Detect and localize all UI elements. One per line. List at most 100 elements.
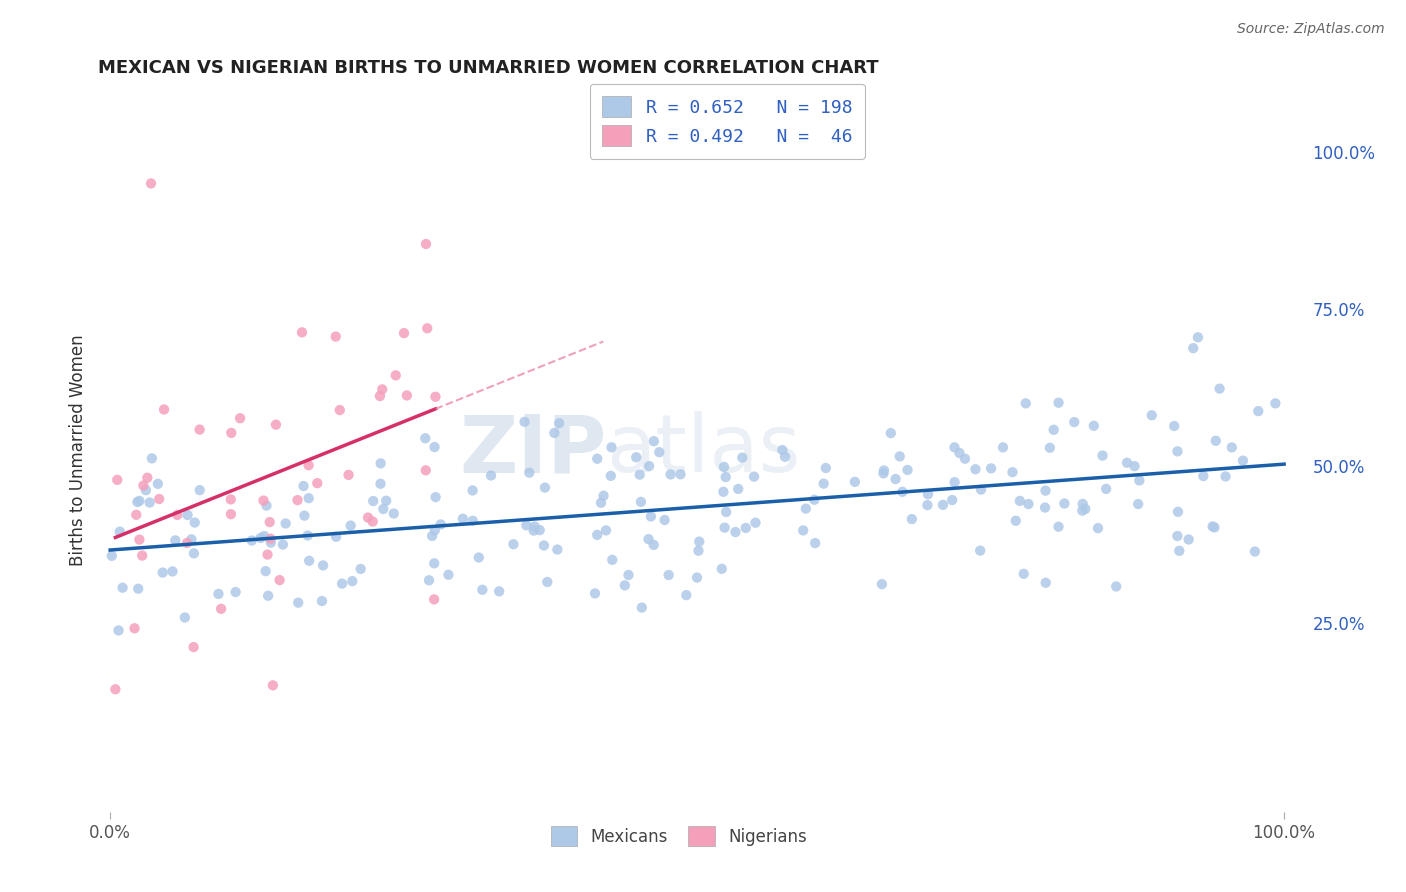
Point: [901, 512, 924, 526]
Point: [586, 451, 609, 466]
Point: [965, 462, 987, 476]
Point: [152, 566, 174, 580]
Point: [688, 543, 710, 558]
Point: [437, 567, 460, 582]
Point: [368, 389, 391, 403]
Point: [813, 476, 835, 491]
Point: [325, 329, 347, 343]
Point: [873, 463, 896, 477]
Point: [1168, 543, 1191, 558]
Point: [1123, 459, 1146, 474]
Point: [613, 578, 636, 592]
Point: [803, 492, 825, 507]
Point: [1215, 469, 1237, 483]
Point: [1140, 409, 1163, 423]
Point: [392, 326, 415, 340]
Point: [515, 518, 537, 533]
Point: [297, 458, 319, 473]
Point: [643, 538, 665, 552]
Point: [146, 476, 169, 491]
Point: [630, 600, 652, 615]
Point: [889, 450, 911, 464]
Point: [254, 564, 277, 578]
Point: [342, 574, 364, 589]
Point: [229, 411, 252, 425]
Point: [534, 481, 557, 495]
Point: [713, 459, 735, 474]
Point: [592, 489, 614, 503]
Point: [415, 463, 437, 477]
Point: [1071, 503, 1094, 517]
Point: [260, 535, 283, 549]
Point: [713, 484, 735, 499]
Y-axis label: Births to Unmarried Women: Births to Unmarried Women: [69, 334, 87, 566]
Point: [132, 478, 155, 492]
Point: [423, 524, 446, 538]
Point: [162, 565, 184, 579]
Point: [429, 517, 451, 532]
Point: [628, 467, 651, 482]
Point: [770, 443, 793, 458]
Point: [287, 596, 309, 610]
Point: [330, 576, 353, 591]
Point: [125, 508, 148, 522]
Point: [1220, 441, 1243, 455]
Point: [600, 553, 623, 567]
Point: [173, 610, 195, 624]
Point: [240, 533, 263, 548]
Point: [523, 519, 546, 533]
Point: [714, 470, 737, 484]
Point: [256, 548, 278, 562]
Point: [714, 505, 737, 519]
Point: [917, 487, 939, 501]
Point: [253, 529, 276, 543]
Point: [416, 321, 439, 335]
Point: [312, 558, 335, 573]
Point: [1095, 482, 1118, 496]
Point: [710, 562, 733, 576]
Point: [1126, 497, 1149, 511]
Point: [804, 536, 827, 550]
Point: [1017, 497, 1039, 511]
Point: [533, 538, 555, 552]
Point: [188, 423, 211, 437]
Point: [370, 456, 392, 470]
Point: [269, 573, 291, 587]
Point: [1039, 441, 1062, 455]
Point: [617, 568, 640, 582]
Point: [659, 467, 682, 482]
Point: [724, 524, 747, 539]
Point: [488, 584, 510, 599]
Point: [675, 588, 697, 602]
Point: [471, 582, 494, 597]
Point: [418, 574, 440, 588]
Point: [262, 678, 284, 692]
Point: [259, 515, 281, 529]
Point: [686, 570, 709, 584]
Point: [941, 493, 963, 508]
Point: [502, 537, 524, 551]
Point: [221, 425, 243, 440]
Point: [1166, 529, 1188, 543]
Point: [184, 516, 207, 530]
Point: [1247, 404, 1270, 418]
Point: [969, 543, 991, 558]
Point: [1033, 500, 1056, 515]
Point: [1001, 465, 1024, 479]
Point: [361, 515, 384, 529]
Point: [943, 441, 966, 455]
Point: [991, 441, 1014, 455]
Point: [166, 508, 188, 522]
Point: [948, 446, 970, 460]
Point: [548, 416, 571, 430]
Point: [350, 562, 373, 576]
Point: [425, 390, 447, 404]
Point: [139, 177, 162, 191]
Point: [896, 463, 918, 477]
Point: [188, 483, 211, 498]
Point: [329, 403, 352, 417]
Point: [626, 450, 648, 465]
Point: [141, 451, 163, 466]
Point: [384, 368, 406, 383]
Point: [1015, 396, 1038, 410]
